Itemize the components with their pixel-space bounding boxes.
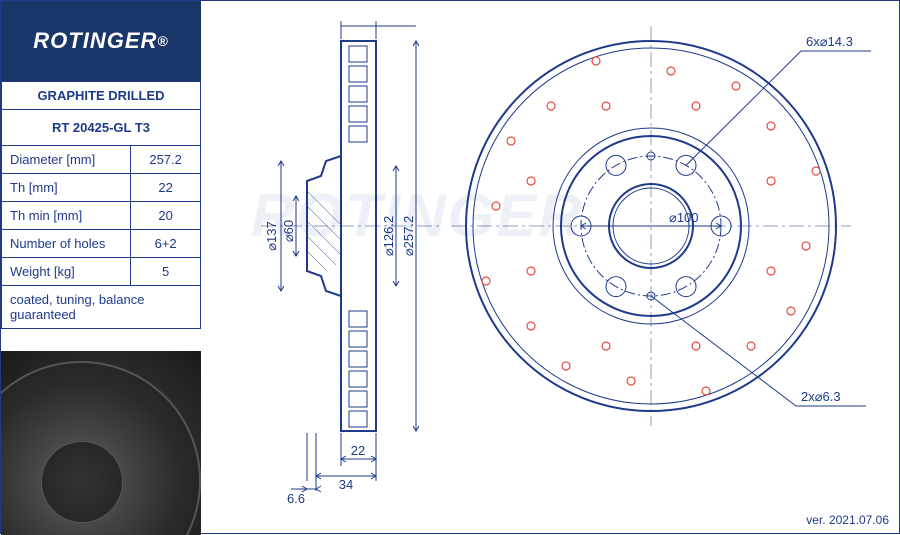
table-row: Th [mm]22: [2, 174, 201, 202]
svg-text:34: 34: [339, 477, 353, 492]
table-row: Th min [mm]20: [2, 202, 201, 230]
svg-text:⌀257.2: ⌀257.2: [401, 216, 416, 256]
brand-logo: ROTINGER®: [1, 1, 201, 81]
svg-text:⌀100: ⌀100: [669, 210, 699, 225]
spec-table: GRAPHITE DRILLED RT 20425-GL T3 Diameter…: [1, 81, 201, 329]
table-row: Weight [kg]5: [2, 258, 201, 286]
svg-text:⌀126.2: ⌀126.2: [381, 216, 396, 256]
version-label: ver. 2021.07.06: [806, 513, 889, 527]
svg-text:⌀137: ⌀137: [264, 221, 279, 251]
table-row: Number of holes6+2: [2, 230, 201, 258]
table-row: Diameter [mm]257.2: [2, 146, 201, 174]
part-number: RT 20425-GL T3: [2, 110, 201, 146]
product-type: GRAPHITE DRILLED: [2, 82, 201, 110]
svg-text:6x⌀14.3: 6x⌀14.3: [806, 34, 853, 49]
technical-drawing: ⌀137 ⌀60 ⌀126.2 ⌀257.2: [211, 11, 891, 501]
svg-text:⌀60: ⌀60: [281, 220, 296, 242]
spec-note: coated, tuning, balance guaranteed: [2, 286, 201, 329]
svg-text:2x⌀6.3: 2x⌀6.3: [801, 389, 841, 404]
svg-text:22: 22: [351, 443, 365, 458]
svg-text:6.6: 6.6: [287, 491, 305, 506]
product-photo: [1, 351, 201, 535]
